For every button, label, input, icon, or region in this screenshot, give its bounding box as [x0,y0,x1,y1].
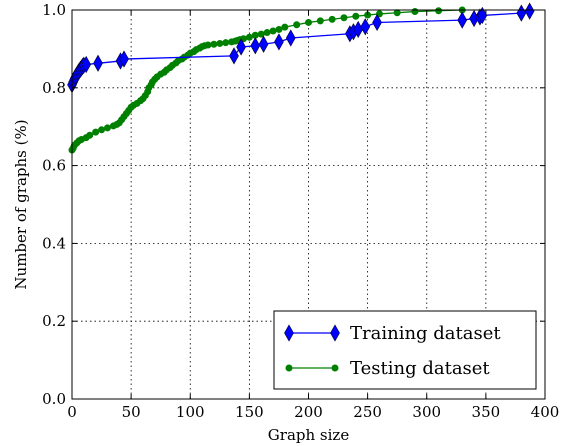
data-point [275,25,283,33]
data-point [352,12,360,20]
y-tick-label: 0.0 [42,390,66,408]
y-tick-label: 0.4 [42,234,66,252]
data-point [81,55,92,74]
tick-labels: 0 50 100 150 200 250 300 350 400 0.0 0.2 0.4 0.6 0.8 1… [42,1,559,421]
data-point [524,2,535,20]
data-point [281,23,289,31]
series-layer [67,2,535,154]
data-point [393,9,401,17]
x-tick-label: 0 [67,403,77,421]
tick-marks [71,9,546,400]
data-point [229,47,239,65]
legend-box [273,310,537,390]
series-training-dataset [67,2,535,94]
data-point [263,29,271,37]
data-point [210,40,218,48]
x-axis-label: Graph size [268,426,350,444]
data-point [293,21,301,29]
legend-marker [285,364,293,372]
data-point [250,37,261,55]
legend-marker [330,324,340,342]
x-tick-label: 100 [176,403,205,421]
data-point [316,17,324,25]
legend-items [284,324,340,372]
y-tick-label: 1.0 [42,1,66,19]
data-point [103,124,111,132]
x-tick-label: 400 [531,403,560,421]
data-point [435,7,443,15]
data-point [340,14,348,22]
x-tick-label: 200 [294,403,323,421]
data-point [372,13,382,32]
data-point [457,11,468,29]
x-tick-label: 250 [353,403,382,421]
y-axis-label: Number of graphs (%) [12,119,30,289]
data-point [119,50,129,68]
y-tick-label: 0.6 [42,157,66,175]
data-point [204,41,212,49]
data-point [222,39,230,47]
data-point [411,8,419,16]
data-point [305,18,312,26]
data-point [328,15,336,23]
x-tick-label: 150 [235,403,264,421]
data-point [98,126,106,134]
x-tick-label: 350 [472,403,501,421]
data-point [360,18,371,36]
x-tick-label: 50 [122,403,141,421]
legend-label-training: Training dataset [350,323,501,344]
data-point [236,38,246,56]
data-point [269,27,277,35]
x-tick-label: 300 [412,403,441,421]
legend: Training dataset Testing dataset [273,310,537,390]
legend-label-testing: Testing dataset [350,358,490,379]
data-point [92,128,100,136]
data-point [477,6,488,25]
legend-marker [284,324,294,342]
data-point [86,131,94,139]
data-point [285,29,296,47]
data-point [93,54,103,72]
y-tick-label: 0.2 [42,312,66,330]
data-point [258,35,269,53]
data-point [245,33,253,41]
legend-marker [331,364,339,372]
data-point [216,39,224,47]
y-tick-label: 0.8 [42,79,66,97]
data-point [274,33,284,51]
